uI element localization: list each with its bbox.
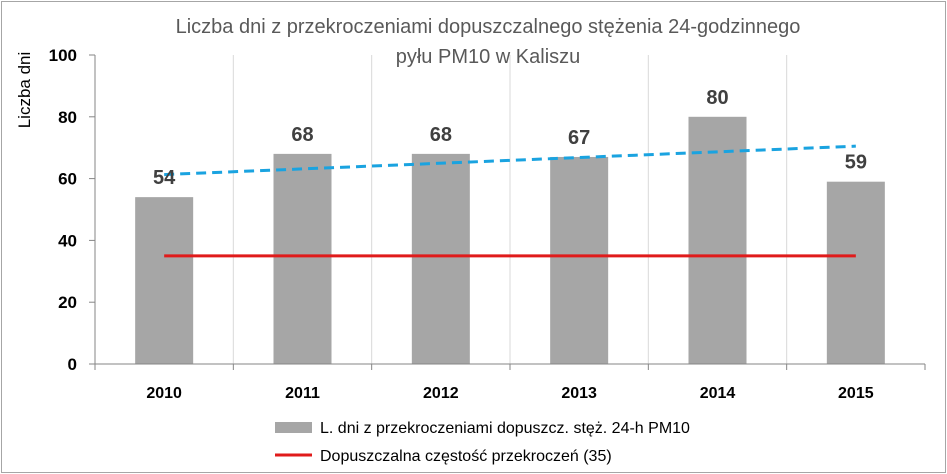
data-labels: 54 68 68 67 80 59 [153,87,867,189]
x-tick-label: 2015 [838,385,874,402]
trendline-path [164,144,856,177]
y-axis-label: Liczba dni [15,52,34,129]
bar [273,153,332,364]
chart-title-line-1: Liczba dni z przekroczeniami dopuszczaln… [176,16,801,38]
data-label: 68 [430,124,452,146]
bar-series [135,116,885,364]
axis-ticks: 0 20 40 60 80 100 2010 2011 2012 2013 2014 2015 [49,46,926,402]
data-label: 80 [706,87,728,109]
chart-title-line-2: pyłu PM10 w Kaliszu [396,46,581,68]
category-gridlines [232,55,788,364]
x-tick-label: 2011 [285,385,320,402]
bar [135,197,194,364]
bar [688,116,747,364]
legend-label-bars: L. dni z przekroczeniami dopuszcz. stęż.… [320,420,690,437]
legend-swatch-bars [275,422,312,433]
data-label: 67 [568,127,590,149]
data-label: 54 [153,167,176,189]
y-tick-label: 60 [58,170,77,189]
x-tick-label: 2012 [423,385,459,402]
legend: L. dni z przekroczeniami dopuszcz. stęż.… [275,420,690,465]
data-label: 59 [845,152,867,174]
trendline [164,144,856,177]
data-label: 68 [291,124,313,146]
bar [550,156,609,364]
y-tick-label: 80 [58,108,77,127]
x-tick-label: 2013 [561,385,597,402]
bar [826,181,885,364]
y-tick-label: 0 [68,355,77,374]
x-tick-label: 2014 [700,385,736,402]
y-tick-label: 100 [49,46,77,65]
bar [411,153,470,364]
y-tick-label: 40 [58,231,77,250]
legend-label-limit: Dopuszczalna częstość przekroczeń (35) [320,448,612,465]
y-tick-label: 20 [58,293,77,312]
x-tick-label: 2010 [146,385,182,402]
